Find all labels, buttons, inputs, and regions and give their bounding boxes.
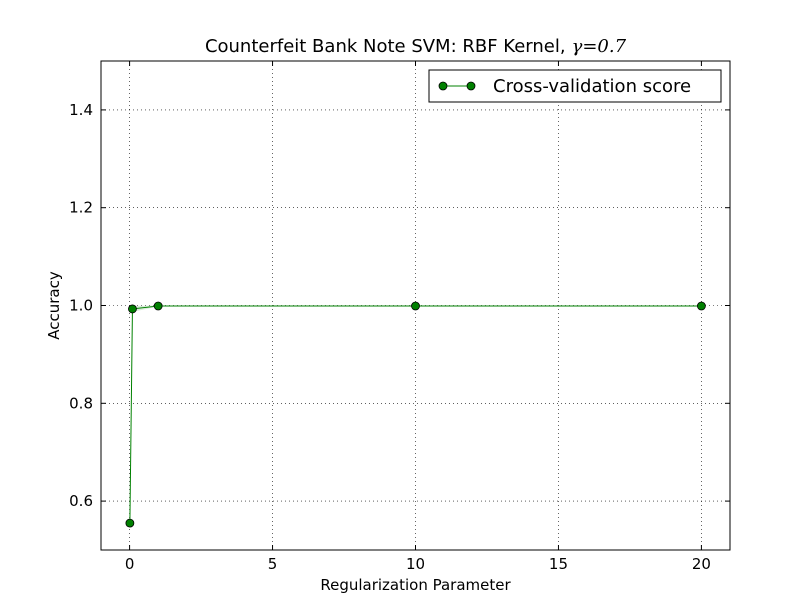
x-axis-label: Regularization Parameter: [320, 576, 511, 594]
legend-box: [428, 69, 722, 103]
chart-title-text: Counterfeit Bank Note SVM: RBF Kernel,: [205, 36, 566, 57]
y-tick-label: 0.8: [69, 394, 93, 412]
y-tick-label: 1.0: [69, 297, 93, 315]
data-point: [153, 301, 163, 311]
legend: Cross-validation score: [428, 69, 722, 103]
y-tick-label: 0.6: [69, 492, 93, 510]
legend-entry-label: Cross-validation score: [493, 76, 691, 97]
data-point: [128, 304, 137, 314]
x-tick-label: 15: [549, 555, 568, 573]
x-tick-label: 0: [125, 555, 135, 573]
data-point: [411, 301, 420, 311]
x-tick-label: 5: [268, 555, 278, 573]
series-layer: [125, 301, 706, 528]
x-tick-label: 20: [692, 555, 711, 573]
legend-marker: [438, 81, 448, 91]
chart-title-math: γ=0.7: [572, 36, 627, 57]
ticks: 0 5 10 15 20 0.6 0.8 1.0 1.2 1.4: [69, 61, 730, 573]
y-tick-label: 1.2: [69, 199, 93, 217]
y-axis-label: Accuracy: [45, 271, 63, 340]
data-point: [125, 518, 135, 528]
legend-marker: [466, 81, 476, 91]
y-tick-label: 1.4: [69, 101, 93, 119]
data-point: [697, 301, 706, 311]
x-tick-label: 10: [406, 555, 425, 573]
chart-title: Counterfeit Bank Note SVM: RBF Kernel, γ=…: [205, 36, 627, 57]
